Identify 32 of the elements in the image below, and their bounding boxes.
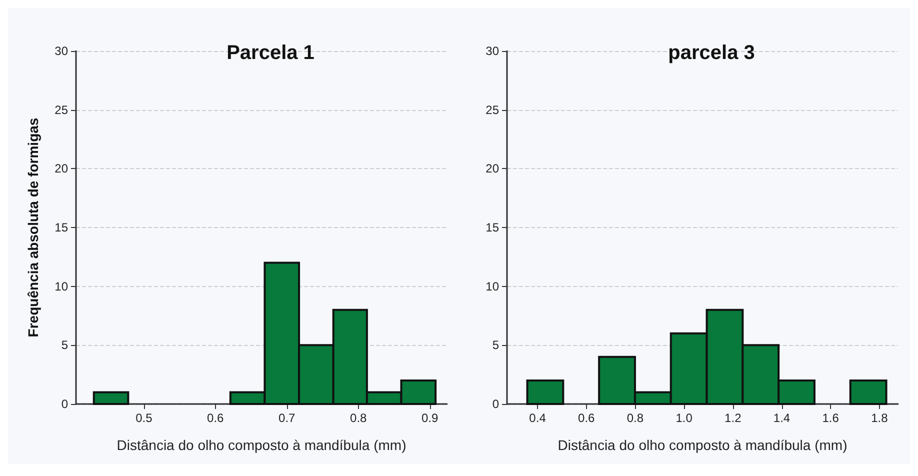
x-tick-label: 1.4 [773, 411, 790, 425]
y-tick-label: 20 [54, 162, 68, 176]
x-tick-label: 1.8 [871, 411, 888, 425]
y-tick-label: 0 [61, 397, 68, 411]
chart-title: Parcela 1 [226, 42, 314, 64]
x-tick-label: 0.6 [207, 411, 224, 425]
x-tick-label: 0.4 [529, 411, 546, 425]
y-axis-title: Frequência absoluta de formigas [25, 118, 41, 338]
y-tick-label: 5 [61, 338, 68, 352]
x-tick-label: 1.6 [822, 411, 840, 425]
x-tick-label: 0.6 [578, 411, 596, 425]
y-tick-label: 15 [54, 220, 68, 234]
y-tick-label: 0 [492, 397, 500, 411]
y-tick-label: 10 [486, 279, 500, 294]
x-tick-label: 0.9 [422, 411, 439, 425]
x-axis-title: Distância do olho composto à mandíbula (mm) [116, 437, 406, 453]
y-tick-label: 30 [486, 44, 500, 58]
x-tick-label: 1.0 [676, 411, 693, 425]
x-tick-label: 0.7 [278, 411, 296, 425]
y-tick-label: 25 [486, 102, 500, 117]
x-axis-title: Distância do olho composto à mandíbula (mm) [558, 437, 848, 453]
x-tick-label: 0.8 [350, 411, 368, 425]
x-tick-label: 1.2 [724, 411, 742, 425]
y-tick-label: 15 [486, 220, 500, 234]
y-tick-label: 5 [492, 338, 500, 352]
y-tick-label: 20 [486, 162, 500, 176]
x-tick-label: 0.5 [136, 411, 153, 425]
chart-title: parcela 3 [668, 42, 755, 64]
y-tick-label: 25 [54, 102, 68, 117]
y-tick-label: 30 [54, 44, 68, 58]
x-tick-label: 0.8 [626, 411, 644, 425]
y-tick-label: 10 [54, 279, 68, 294]
